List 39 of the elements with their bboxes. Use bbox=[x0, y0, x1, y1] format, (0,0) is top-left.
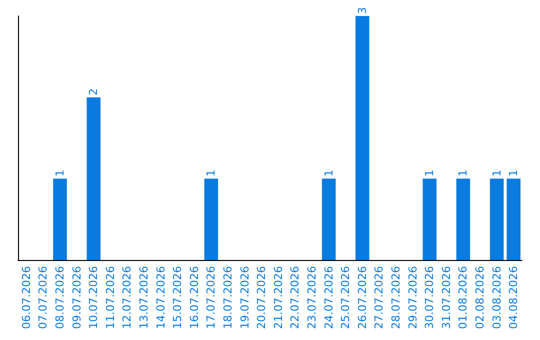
x-tick-label: 17.07.2026 bbox=[204, 266, 218, 330]
x-tick-label: 20.07.2026 bbox=[255, 266, 268, 330]
x-tick-label: 22.07.2026 bbox=[288, 266, 302, 330]
x-tick-label: 03.08.2026 bbox=[490, 266, 504, 330]
x-tick-label: 06.07.2026 bbox=[20, 266, 33, 330]
x-tick-label: 21.07.2026 bbox=[272, 266, 285, 330]
data-label: 1 bbox=[423, 170, 436, 177]
data-label: 1 bbox=[322, 170, 336, 177]
x-tick-label: 07.07.2026 bbox=[36, 266, 50, 330]
x-tick-label: 15.07.2026 bbox=[171, 266, 184, 330]
data-label: 1 bbox=[507, 170, 520, 177]
x-tick-label: 13.07.2026 bbox=[138, 266, 150, 330]
x-tick-label: 28.07.2026 bbox=[390, 266, 402, 330]
data-label: 1 bbox=[490, 170, 504, 177]
x-tick-label: 10.07.2026 bbox=[87, 266, 100, 330]
data-label: 3 bbox=[356, 7, 369, 14]
x-tick-label: 27.07.2026 bbox=[372, 266, 386, 330]
data-label: 1 bbox=[456, 170, 470, 177]
x-tick-label: 31.07.2026 bbox=[440, 266, 453, 330]
data-label: 1 bbox=[204, 170, 218, 177]
x-tick-label: 25.07.2026 bbox=[339, 266, 352, 330]
x-tick-label: 12.07.2026 bbox=[120, 266, 134, 330]
x-tick-label: 11.07.2026 bbox=[104, 266, 117, 330]
x-tick-label: 01.08.2026 bbox=[456, 266, 470, 330]
x-tick-label: 14.07.2026 bbox=[154, 266, 168, 330]
x-tick-label: 08.07.2026 bbox=[54, 266, 66, 330]
data-label: 2 bbox=[87, 88, 100, 96]
x-tick-label: 26.07.2026 bbox=[356, 266, 369, 330]
x-tick-label: 30.07.2026 bbox=[423, 266, 436, 330]
x-tick-label: 24.07.2026 bbox=[322, 266, 336, 330]
x-tick-label: 19.07.2026 bbox=[238, 266, 252, 330]
x-tick-label: 23.07.2026 bbox=[306, 266, 318, 330]
data-label: 1 bbox=[54, 170, 66, 177]
x-tick-label: 02.08.2026 bbox=[474, 266, 486, 330]
x-tick-label: 04.08.2026 bbox=[507, 266, 520, 330]
x-tick-label: 18.07.2026 bbox=[222, 266, 234, 330]
x-tick-label: 09.07.2026 bbox=[70, 266, 84, 330]
x-tick-label: 16.07.2026 bbox=[188, 266, 201, 330]
x-tick-label: 29.07.2026 bbox=[406, 266, 420, 330]
